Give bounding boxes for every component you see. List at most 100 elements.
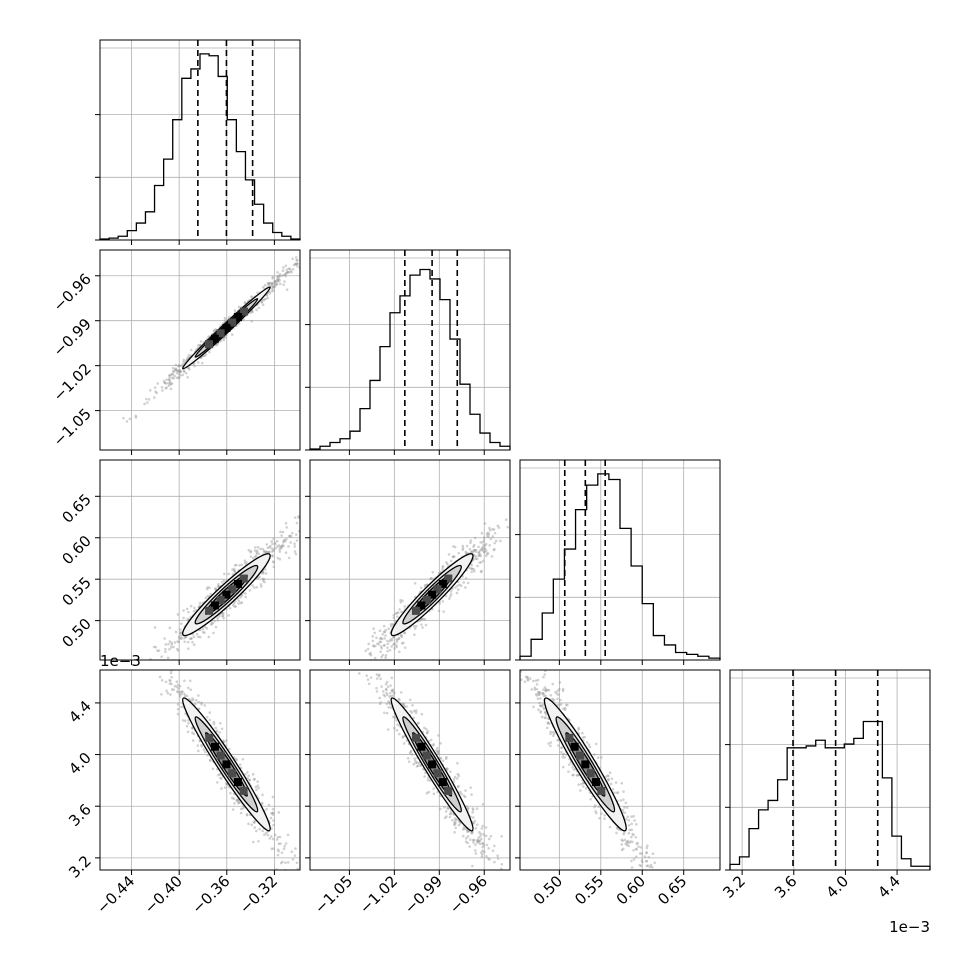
- scatter-point: [383, 644, 386, 647]
- scatter-point: [371, 644, 375, 647]
- scatter-point: [461, 834, 465, 838]
- scatter-point: [261, 570, 265, 574]
- scatter-point: [277, 849, 280, 853]
- scatter-point: [273, 281, 277, 285]
- scatter-point: [289, 269, 293, 273]
- scatter-point: [163, 381, 166, 384]
- scatter-point: [160, 655, 163, 658]
- scatter-point: [459, 584, 463, 587]
- scatter-point: [535, 683, 539, 686]
- scatter-point: [252, 778, 256, 781]
- scatter-point: [468, 845, 471, 848]
- scatter-point: [414, 709, 418, 712]
- scatter-point: [388, 639, 392, 643]
- x-tick-label: −1.05: [311, 872, 356, 917]
- scatter-point: [253, 555, 257, 559]
- scatter-point: [517, 646, 520, 649]
- scatter-point: [544, 716, 548, 720]
- scatter-point: [240, 563, 244, 567]
- scatter-point: [277, 811, 281, 814]
- scatter-point: [471, 550, 475, 554]
- scatter-point: [276, 853, 280, 857]
- scatter-point: [515, 679, 518, 682]
- scatter-point: [402, 742, 406, 745]
- scatter-point: [558, 687, 561, 691]
- scatter-point: [588, 745, 592, 749]
- scatter-point: [164, 643, 168, 646]
- scatter-point: [487, 857, 490, 860]
- scatter-point: [224, 739, 228, 742]
- scatter-point: [489, 609, 492, 612]
- scatter-point: [185, 635, 188, 639]
- scatter-point: [377, 674, 381, 678]
- scatter-point: [380, 655, 383, 659]
- scatter-point: [168, 626, 172, 630]
- plot-layer-frames: [95, 39, 931, 875]
- scatter-point: [168, 640, 172, 643]
- scatter-point: [482, 833, 485, 836]
- scatter-point: [627, 823, 631, 827]
- scatter-point: [266, 833, 270, 837]
- scatter-point: [369, 676, 373, 679]
- scatter-point: [385, 702, 389, 706]
- scatter-point: [158, 657, 161, 660]
- scatter-point: [456, 584, 459, 588]
- scatter-point: [624, 801, 628, 805]
- scatter-point: [557, 744, 560, 747]
- scatter-point: [510, 634, 513, 637]
- scatter-point: [382, 693, 386, 697]
- scatter-point: [294, 262, 298, 266]
- scatter-point: [154, 645, 158, 649]
- scatter-point: [206, 586, 210, 589]
- plot-layer-grid: [100, 40, 930, 870]
- scatter-point: [278, 835, 282, 839]
- scatter-point: [183, 719, 187, 723]
- scatter-point: [375, 690, 379, 693]
- scatter-point: [233, 563, 237, 567]
- scatter-point: [183, 636, 186, 640]
- scatter-point: [421, 617, 425, 621]
- scatter-point: [329, 617, 332, 620]
- scatter-point: [439, 756, 442, 760]
- density-peak-cell: [417, 601, 426, 610]
- density-peak-cell: [570, 742, 579, 751]
- scatter-point: [551, 697, 555, 701]
- scatter-point: [631, 840, 634, 844]
- scatter-point: [341, 506, 344, 509]
- scatter-point: [251, 556, 255, 560]
- scatter-point: [357, 676, 360, 679]
- scatter-point: [222, 338, 226, 342]
- scatter-point: [639, 864, 643, 868]
- scatter-point: [390, 638, 394, 642]
- scatter-point: [398, 698, 401, 702]
- scatter-point: [169, 645, 173, 649]
- scatter-point: [239, 807, 243, 811]
- scatter-point: [480, 548, 483, 551]
- scatter-point: [474, 826, 478, 830]
- density-peak-cell: [438, 778, 447, 787]
- scatter-point: [480, 569, 483, 573]
- scatter-point: [485, 532, 489, 536]
- scatter-point: [451, 555, 455, 559]
- scatter-point: [122, 416, 125, 420]
- scatter-point: [296, 867, 300, 870]
- scatter-point: [123, 608, 126, 611]
- scatter-point: [169, 373, 172, 377]
- scatter-point: [270, 827, 273, 830]
- scatter-point: [449, 812, 453, 816]
- histogram-1: [99, 53, 301, 240]
- scatter-point: [632, 833, 635, 837]
- scatter-point: [520, 670, 523, 673]
- scatter-point: [384, 654, 388, 657]
- scatter-point: [271, 282, 274, 285]
- scatter-point: [189, 637, 193, 640]
- scatter-point: [186, 376, 189, 379]
- scatter-point: [206, 594, 209, 598]
- scatter-point: [482, 543, 485, 547]
- scatter-point: [232, 567, 236, 571]
- density-peak-cell: [428, 590, 437, 599]
- scatter-point: [222, 579, 226, 582]
- scatter-point: [146, 401, 149, 404]
- scatter-point: [262, 298, 265, 302]
- scatter-point: [199, 340, 203, 343]
